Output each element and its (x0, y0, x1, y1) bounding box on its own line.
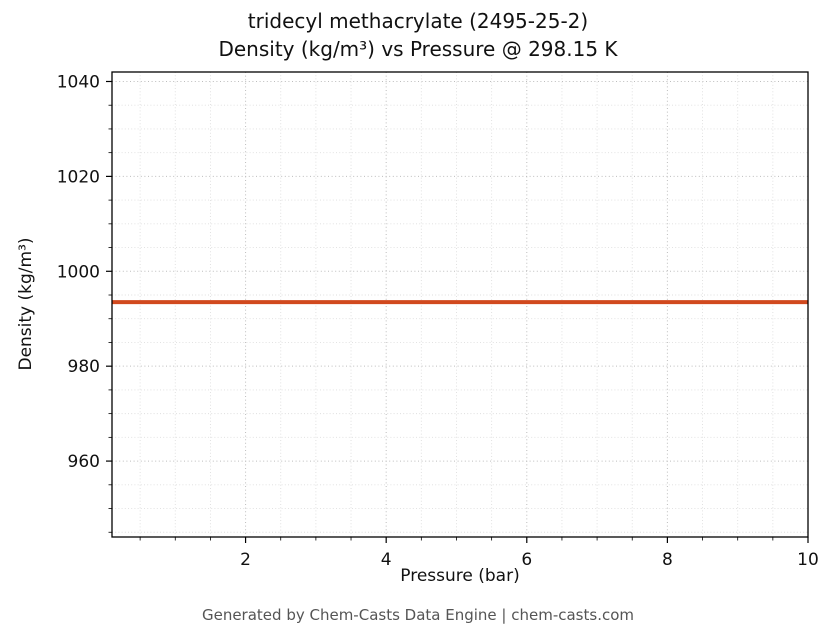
x-tick-label: 10 (797, 550, 819, 570)
y-tick-label: 980 (68, 357, 100, 377)
chart-title: tridecyl methacrylate (2495-25-2) Densit… (0, 7, 836, 63)
minor-gridlines (112, 72, 808, 537)
plot-background (112, 72, 808, 537)
x-tick-label: 8 (662, 550, 673, 570)
y-tick-label: 1040 (57, 72, 100, 92)
y-tick-label: 1020 (57, 167, 100, 187)
x-tick-label: 6 (521, 550, 532, 570)
major-gridlines (112, 72, 809, 537)
y-axis-label: Density (kg/m³) (16, 237, 36, 371)
chart-title-line1: tridecyl methacrylate (2495-25-2) (247, 9, 589, 33)
tick-marks (106, 80, 809, 543)
axes-spines (111, 71, 809, 538)
y-tick-label: 1000 (57, 262, 100, 282)
watermark-text: Generated by Chem-Casts Data Engine | ch… (201, 606, 635, 624)
x-tick-label: 4 (381, 550, 392, 570)
chart-title-line2: Density (kg/m³) vs Pressure @ 298.15 K (218, 37, 618, 61)
x-tick-label: 2 (240, 550, 251, 570)
y-tick-label: 960 (68, 452, 100, 472)
tick-labels: 2 4 6 8 10 960 980 1000 1020 1040 (57, 72, 819, 570)
x-axis-label: Pressure (bar) (400, 566, 520, 586)
